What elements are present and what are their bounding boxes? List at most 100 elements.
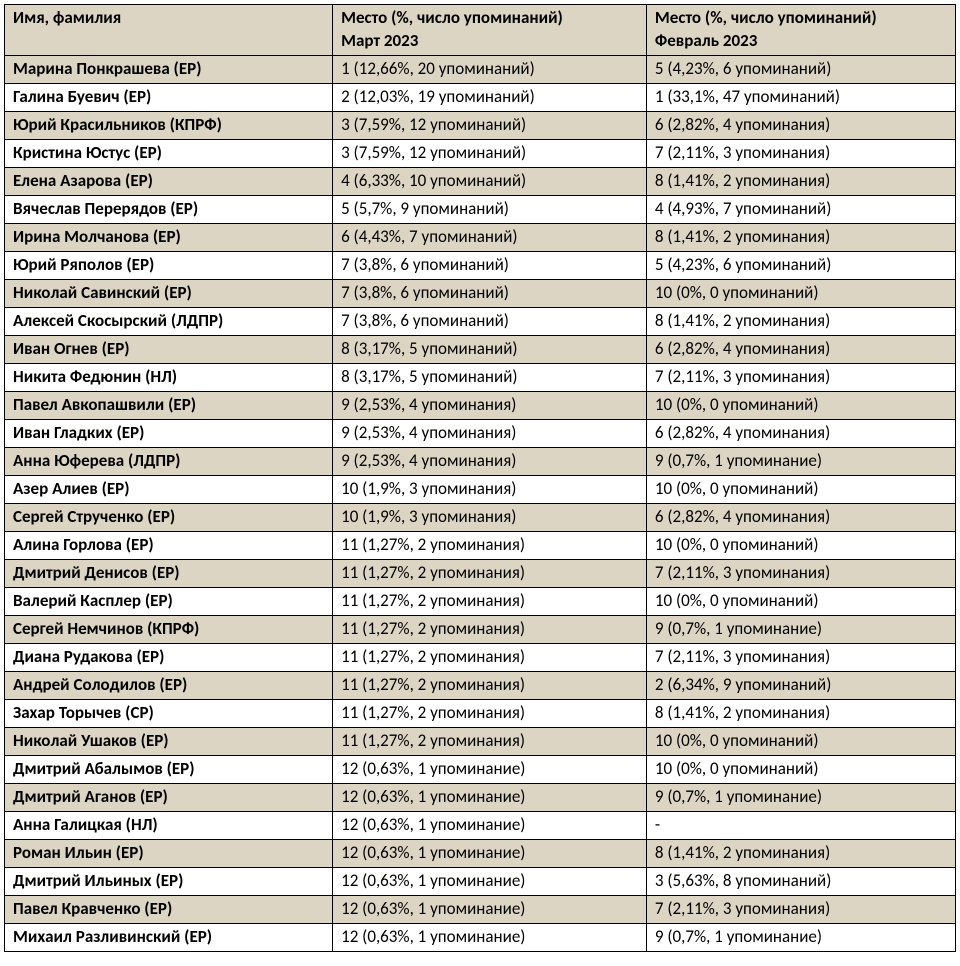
col-header-march: Место (%, число упоминаний) Март 2023 — [333, 5, 647, 56]
cell-march: 7 (3,8%, 6 упоминаний) — [333, 307, 647, 335]
cell-february: 10 (0%, 0 упоминаний) — [646, 587, 955, 615]
cell-name: Ирина Молчанова (ЕР) — [5, 223, 333, 251]
cell-march: 12 (0,63%, 1 упоминание) — [333, 895, 647, 923]
cell-february: 8 (1,41%, 2 упоминания) — [646, 307, 955, 335]
cell-february: 3 (5,63%, 8 упоминаний) — [646, 867, 955, 895]
cell-name: Валерий Касплер (ЕР) — [5, 587, 333, 615]
cell-name: Анна Юферева (ЛДПР) — [5, 447, 333, 475]
table-row: Анна Галицкая (НЛ)12 (0,63%, 1 упоминани… — [5, 811, 956, 839]
cell-march: 10 (1,9%, 3 упоминания) — [333, 503, 647, 531]
cell-march: 12 (0,63%, 1 упоминание) — [333, 923, 647, 951]
table-row: Павел Авкопашвили (ЕР)9 (2,53%, 4 упомин… — [5, 391, 956, 419]
cell-name: Михаил Разливинский (ЕР) — [5, 923, 333, 951]
cell-february: 10 (0%, 0 упоминаний) — [646, 391, 955, 419]
cell-february: 8 (1,41%, 2 упоминания) — [646, 223, 955, 251]
cell-name: Галина Буевич (ЕР) — [5, 83, 333, 111]
table-row: Никита Федюнин (НЛ)8 (3,17%, 5 упоминани… — [5, 363, 956, 391]
table-row: Роман Ильин (ЕР)12 (0,63%, 1 упоминание)… — [5, 839, 956, 867]
cell-march: 9 (2,53%, 4 упоминания) — [333, 419, 647, 447]
cell-february: 6 (2,82%, 4 упоминания) — [646, 419, 955, 447]
cell-february: 9 (0,7%, 1 упоминание) — [646, 615, 955, 643]
table-row: Ирина Молчанова (ЕР)6 (4,43%, 7 упоминан… — [5, 223, 956, 251]
table-row: Вячеслав Перерядов (ЕР)5 (5,7%, 9 упомин… — [5, 195, 956, 223]
cell-february: - — [646, 811, 955, 839]
cell-february: 7 (2,11%, 3 упоминания) — [646, 559, 955, 587]
table-row: Кристина Юстус (ЕР)3 (7,59%, 12 упоминан… — [5, 139, 956, 167]
table-row: Сергей Немчинов (КПРФ)11 (1,27%, 2 упоми… — [5, 615, 956, 643]
table-row: Диана Рудакова (ЕР)11 (1,27%, 2 упоминан… — [5, 643, 956, 671]
cell-march: 2 (12,03%, 19 упоминаний) — [333, 83, 647, 111]
mentions-table: Имя, фамилия Место (%, число упоминаний)… — [4, 4, 956, 952]
header-sub: Март 2023 — [341, 30, 640, 53]
table-row: Елена Азарова (ЕР)4 (6,33%, 10 упоминани… — [5, 167, 956, 195]
cell-february: 9 (0,7%, 1 упоминание) — [646, 783, 955, 811]
cell-march: 12 (0,63%, 1 упоминание) — [333, 755, 647, 783]
table-row: Дмитрий Аганов (ЕР)12 (0,63%, 1 упоминан… — [5, 783, 956, 811]
table-row: Юрий Ряполов (ЕР)7 (3,8%, 6 упоминаний)5… — [5, 251, 956, 279]
cell-march: 11 (1,27%, 2 упоминания) — [333, 531, 647, 559]
cell-name: Захар Торычев (СР) — [5, 699, 333, 727]
header-text: Имя, фамилия — [13, 7, 326, 30]
table-row: Николай Ушаков (ЕР)11 (1,27%, 2 упоминан… — [5, 727, 956, 755]
cell-february: 9 (0,7%, 1 упоминание) — [646, 923, 955, 951]
cell-march: 5 (5,7%, 9 упоминаний) — [333, 195, 647, 223]
cell-name: Юрий Красильников (КПРФ) — [5, 111, 333, 139]
cell-february: 8 (1,41%, 2 упоминания) — [646, 167, 955, 195]
cell-february: 7 (2,11%, 3 упоминания) — [646, 139, 955, 167]
cell-name: Дмитрий Денисов (ЕР) — [5, 559, 333, 587]
header-sub: Февраль 2023 — [655, 30, 949, 53]
col-header-name: Имя, фамилия — [5, 5, 333, 56]
cell-name: Сергей Немчинов (КПРФ) — [5, 615, 333, 643]
table-row: Павел Кравченко (ЕР)12 (0,63%, 1 упомина… — [5, 895, 956, 923]
cell-name: Дмитрий Аганов (ЕР) — [5, 783, 333, 811]
cell-name: Юрий Ряполов (ЕР) — [5, 251, 333, 279]
cell-march: 7 (3,8%, 6 упоминаний) — [333, 279, 647, 307]
cell-march: 12 (0,63%, 1 упоминание) — [333, 867, 647, 895]
table-row: Михаил Разливинский (ЕР)12 (0,63%, 1 упо… — [5, 923, 956, 951]
cell-february: 5 (4,23%, 6 упоминаний) — [646, 55, 955, 83]
cell-february: 10 (0%, 0 упоминаний) — [646, 727, 955, 755]
cell-march: 11 (1,27%, 2 упоминания) — [333, 587, 647, 615]
table-row: Дмитрий Ильиных (ЕР)12 (0,63%, 1 упомина… — [5, 867, 956, 895]
cell-name: Анна Галицкая (НЛ) — [5, 811, 333, 839]
cell-name: Андрей Солодилов (ЕР) — [5, 671, 333, 699]
cell-march: 11 (1,27%, 2 упоминания) — [333, 559, 647, 587]
table-body: Марина Понкрашева (ЕР)1 (12,66%, 20 упом… — [5, 55, 956, 951]
cell-name: Вячеслав Перерядов (ЕР) — [5, 195, 333, 223]
cell-march: 4 (6,33%, 10 упоминаний) — [333, 167, 647, 195]
cell-march: 3 (7,59%, 12 упоминаний) — [333, 139, 647, 167]
cell-march: 11 (1,27%, 2 упоминания) — [333, 643, 647, 671]
cell-february: 9 (0,7%, 1 упоминание) — [646, 447, 955, 475]
table-row: Николай Савинский (ЕР)7 (3,8%, 6 упомина… — [5, 279, 956, 307]
cell-march: 7 (3,8%, 6 упоминаний) — [333, 251, 647, 279]
cell-february: 8 (1,41%, 2 упоминания) — [646, 839, 955, 867]
cell-march: 9 (2,53%, 4 упоминания) — [333, 447, 647, 475]
table-row: Сергей Струченко (ЕР)10 (1,9%, 3 упомина… — [5, 503, 956, 531]
cell-name: Дмитрий Абалымов (ЕР) — [5, 755, 333, 783]
header-text: Место (%, число упоминаний) — [655, 7, 949, 30]
cell-name: Диана Рудакова (ЕР) — [5, 643, 333, 671]
cell-name: Кристина Юстус (ЕР) — [5, 139, 333, 167]
cell-february: 2 (6,34%, 9 упоминаний) — [646, 671, 955, 699]
cell-name: Павел Авкопашвили (ЕР) — [5, 391, 333, 419]
cell-february: 10 (0%, 0 упоминаний) — [646, 279, 955, 307]
cell-february: 10 (0%, 0 упоминаний) — [646, 475, 955, 503]
table-row: Алина Горлова (ЕР)11 (1,27%, 2 упоминани… — [5, 531, 956, 559]
table-row: Иван Огнев (ЕР)8 (3,17%, 5 упоминаний)6 … — [5, 335, 956, 363]
cell-name: Елена Азарова (ЕР) — [5, 167, 333, 195]
cell-march: 8 (3,17%, 5 упоминаний) — [333, 335, 647, 363]
cell-march: 10 (1,9%, 3 упоминания) — [333, 475, 647, 503]
cell-name: Алексей Скосырский (ЛДПР) — [5, 307, 333, 335]
cell-march: 12 (0,63%, 1 упоминание) — [333, 783, 647, 811]
cell-march: 12 (0,63%, 1 упоминание) — [333, 811, 647, 839]
cell-name: Алина Горлова (ЕР) — [5, 531, 333, 559]
cell-name: Иван Гладких (ЕР) — [5, 419, 333, 447]
table-head: Имя, фамилия Место (%, число упоминаний)… — [5, 5, 956, 56]
table-row: Дмитрий Денисов (ЕР)11 (1,27%, 2 упомина… — [5, 559, 956, 587]
header-text: Место (%, число упоминаний) — [341, 7, 640, 30]
cell-february: 7 (2,11%, 3 упоминания) — [646, 895, 955, 923]
table-row: Юрий Красильников (КПРФ)3 (7,59%, 12 упо… — [5, 111, 956, 139]
cell-february: 4 (4,93%, 7 упоминаний) — [646, 195, 955, 223]
table-row: Азер Алиев (ЕР)10 (1,9%, 3 упоминания)10… — [5, 475, 956, 503]
table-row: Дмитрий Абалымов (ЕР)12 (0,63%, 1 упомин… — [5, 755, 956, 783]
